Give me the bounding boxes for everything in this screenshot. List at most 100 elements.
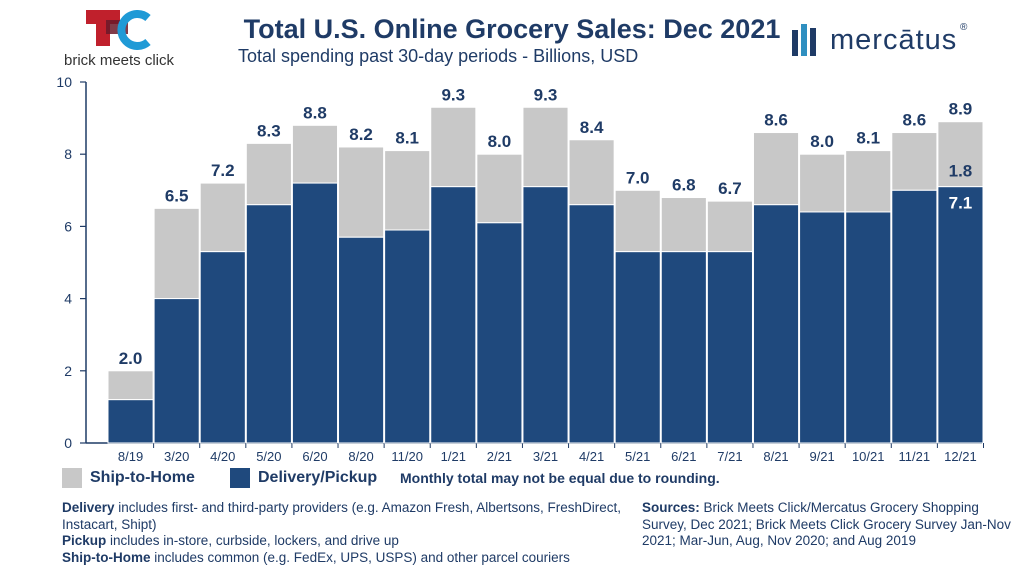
total-data-label: 6.5 xyxy=(165,186,189,205)
total-data-label: 6.8 xyxy=(672,176,696,195)
total-data-label: 8.0 xyxy=(488,132,512,151)
sources-note: Sources: Brick Meets Click/Mercatus Groc… xyxy=(642,500,1012,550)
x-tick-label: 2/21 xyxy=(487,449,512,464)
brick-meets-click-logo: brick meets click xyxy=(64,10,214,70)
total-data-label: 8.4 xyxy=(580,118,604,137)
bar-delivery-pickup xyxy=(291,182,339,444)
x-tick-label: 8/21 xyxy=(763,449,788,464)
bar-ship-to-home xyxy=(291,124,339,184)
bar-ship-to-home xyxy=(522,106,569,188)
legend-swatch-ship-to-home xyxy=(62,468,82,488)
total-data-label: 8.8 xyxy=(303,103,327,122)
x-tick-label: 11/20 xyxy=(391,449,423,464)
total-data-label: 8.2 xyxy=(349,125,373,144)
x-tick-label: 3/21 xyxy=(533,449,558,464)
legend-swatch-delivery-pickup xyxy=(230,468,250,488)
bar-delivery-pickup xyxy=(476,222,523,444)
legend-item-ship-to-home: Ship-to-Home xyxy=(62,468,195,488)
bar-delivery-pickup xyxy=(522,186,569,444)
brick-meets-click-logo-icon xyxy=(86,10,151,50)
bar-ship-to-home xyxy=(568,139,615,206)
bar-ship-to-home xyxy=(107,370,154,401)
x-tick-label: 1/21 xyxy=(441,449,466,464)
bar-ship-to-home xyxy=(153,207,200,300)
x-tick-label: 5/20 xyxy=(256,449,281,464)
total-data-label: 8.9 xyxy=(949,100,973,119)
x-tick-label: 6/20 xyxy=(302,449,327,464)
sources-term: Sources: xyxy=(642,500,700,515)
total-data-label: 8.6 xyxy=(903,111,927,130)
bar-delivery-pickup xyxy=(338,236,385,444)
x-tick-label: 10/21 xyxy=(852,449,885,464)
note-delivery: Delivery includes first- and third-party… xyxy=(62,500,622,533)
x-tick-label: 11/21 xyxy=(899,449,931,464)
note-ship-text: includes common (e.g. FedEx, UPS, USPS) … xyxy=(150,549,570,565)
note-delivery-term: Delivery xyxy=(62,500,115,515)
bar-delivery-pickup xyxy=(799,211,846,444)
bar-delivery-pickup xyxy=(199,251,246,444)
x-tick-label: 5/21 xyxy=(625,449,650,464)
bar-ship-to-home xyxy=(660,197,707,253)
bar-ship-to-home xyxy=(937,121,984,188)
total-data-label: 2.0 xyxy=(119,349,143,368)
bar-delivery-pickup xyxy=(245,204,292,444)
bar-delivery-pickup xyxy=(891,189,938,444)
total-data-label: 7.2 xyxy=(211,161,235,180)
total-data-label: 8.3 xyxy=(257,121,281,140)
legend-label-ship-to-home: Ship-to-Home xyxy=(90,469,195,486)
note-pickup: Pickup includes in-store, curbside, lock… xyxy=(62,533,622,550)
y-tick-label: 0 xyxy=(64,435,72,451)
total-data-label: 7.0 xyxy=(626,168,650,187)
bar-ship-to-home xyxy=(245,142,292,206)
bar-delivery-pickup xyxy=(430,186,477,444)
mercatus-logo: mercātus ® xyxy=(792,22,982,62)
bar-ship-to-home xyxy=(799,153,846,213)
note-delivery-text: includes first- and third-party provider… xyxy=(62,500,621,532)
y-tick-label: 8 xyxy=(64,146,72,162)
y-tick-label: 4 xyxy=(64,291,72,307)
bar-ship-to-home xyxy=(476,153,523,224)
bar-delivery-pickup xyxy=(384,229,431,444)
bar-delivery-pickup xyxy=(752,204,800,444)
bar-delivery-pickup xyxy=(107,399,154,444)
rounding-note: Monthly total may not be equal due to ro… xyxy=(400,470,720,486)
bar-ship-to-home xyxy=(338,146,385,238)
total-data-label: 8.1 xyxy=(395,129,419,148)
ship-to-home-data-label: 1.8 xyxy=(949,162,973,181)
total-data-label: 9.3 xyxy=(441,85,465,104)
y-tick-label: 6 xyxy=(64,218,72,234)
x-tick-label: 4/20 xyxy=(210,449,235,464)
delivery-pickup-data-label: 7.1 xyxy=(949,194,973,213)
chart-title: Total U.S. Online Grocery Sales: Dec 202… xyxy=(243,14,781,44)
bar-ship-to-home xyxy=(752,132,800,206)
bar-delivery-pickup xyxy=(568,204,615,444)
sources-text: Brick Meets Click/Mercatus Grocery Shopp… xyxy=(642,500,1011,548)
total-data-label: 8.6 xyxy=(764,111,788,130)
bar-ship-to-home xyxy=(845,150,892,213)
y-tick-label: 2 xyxy=(64,363,72,379)
note-ship: Ship-to-Home includes common (e.g. FedEx… xyxy=(62,550,622,567)
x-tick-label: 7/21 xyxy=(717,449,742,464)
brick-meets-click-logo-text: brick meets click xyxy=(64,52,175,69)
bar-ship-to-home xyxy=(891,132,938,191)
chart-subtitle: Total spending past 30-day periods - Bil… xyxy=(238,46,639,66)
note-ship-term: Ship-to-Home xyxy=(62,549,151,565)
bar-delivery-pickup xyxy=(153,298,200,444)
bar-ship-to-home xyxy=(199,182,246,253)
total-data-label: 6.7 xyxy=(718,179,742,198)
total-data-label: 8.0 xyxy=(810,132,834,151)
bar-delivery-pickup xyxy=(706,251,753,444)
x-tick-label: 6/21 xyxy=(671,449,696,464)
definitions-notes: Delivery includes first- and third-party… xyxy=(62,500,622,566)
bar-delivery-pickup xyxy=(845,211,892,444)
bar-delivery-pickup xyxy=(937,186,984,444)
bar-ship-to-home xyxy=(430,106,477,188)
bar-ship-to-home xyxy=(614,189,661,253)
x-tick-label: 4/21 xyxy=(579,449,604,464)
registered-mark: ® xyxy=(960,22,968,33)
legend-item-delivery-pickup: Delivery/Pickup xyxy=(230,468,377,488)
bar-ship-to-home xyxy=(706,200,753,253)
x-tick-label: 8/20 xyxy=(348,449,373,464)
bar-ship-to-home xyxy=(384,150,431,231)
